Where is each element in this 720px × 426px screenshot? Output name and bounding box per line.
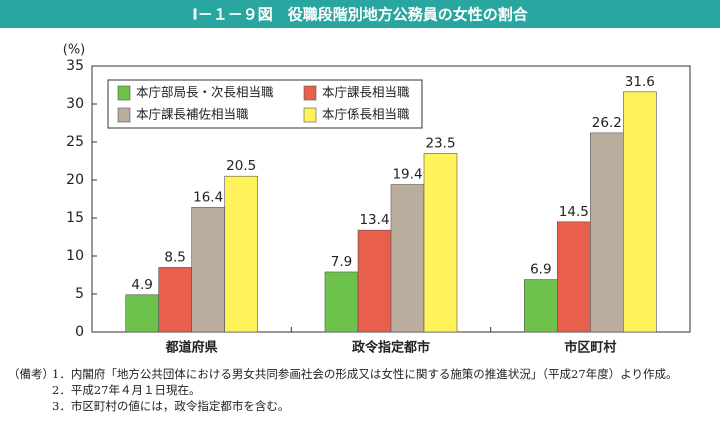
value-label: 4.9 <box>131 277 152 293</box>
notes: （備考） 1．内閣府「地方公共団体における男女共同参画社会の形成又は女性に関する… <box>8 366 714 414</box>
y-tick-label: 20 <box>66 172 84 188</box>
value-label: 7.9 <box>331 254 352 270</box>
y-axis-label: (%) <box>63 43 86 58</box>
legend-label: 本庁係長相当職 <box>322 107 410 122</box>
value-label: 14.5 <box>559 204 589 220</box>
y-tick-label: 30 <box>66 96 84 112</box>
note: 3．市区町村の値には，政令指定都市を含む。 <box>52 399 290 413</box>
bar <box>357 229 392 333</box>
value-label: 31.6 <box>625 74 655 90</box>
legend-label: 本庁課長補佐相当職 <box>136 107 249 122</box>
bar <box>623 91 657 333</box>
notes-heading: （備考） <box>8 367 54 381</box>
value-label: 6.9 <box>530 262 551 278</box>
note: 2．平成27年４月１日現在。 <box>52 383 201 397</box>
bar <box>125 294 159 333</box>
y-tick-label: 25 <box>66 134 84 150</box>
legend-swatch <box>117 85 131 101</box>
legend-box <box>107 79 423 129</box>
chart-title: Ⅰ－１－９図 役職段階別地方公務員の女性の割合 <box>192 6 529 24</box>
value-label: 13.4 <box>359 212 389 228</box>
bar <box>158 267 192 333</box>
y-tick-label: 35 <box>66 58 84 74</box>
title-banner <box>0 0 720 28</box>
value-label: 26.2 <box>592 115 622 131</box>
bar <box>224 175 258 333</box>
y-tick-label: 5 <box>75 286 84 302</box>
value-label: 16.4 <box>193 189 223 205</box>
legend-label: 本庁課長相当職 <box>322 85 410 100</box>
x-tick-label: 市区町村 <box>564 340 616 356</box>
note: 1．内閣府「地方公共団体における男女共同参画社会の形成又は女性に関する施策の推進… <box>52 367 678 381</box>
y-tick-label: 10 <box>66 248 84 264</box>
bar <box>524 279 558 333</box>
legend-label: 本庁部局長・次長相当職 <box>136 85 274 100</box>
value-label: 20.5 <box>226 158 256 174</box>
legend-swatch <box>303 107 317 123</box>
bar <box>423 153 458 333</box>
legend-swatch <box>303 85 317 101</box>
bar <box>390 184 425 333</box>
x-tick-label: 都道府県 <box>165 340 218 356</box>
y-tick-label: 15 <box>66 210 84 226</box>
bar <box>590 132 624 333</box>
y-tick-label: 0 <box>75 324 84 340</box>
x-tick-label: 政令指定都市 <box>352 340 430 356</box>
legend-swatch <box>117 107 131 123</box>
bar <box>324 271 359 333</box>
value-label: 8.5 <box>164 249 185 265</box>
bar <box>557 221 591 333</box>
chart: Ⅰ－１－９図 役職段階別地方公務員の女性の割合 (%) 0 5 10 15 20 25 30… <box>0 0 720 356</box>
bar <box>191 207 225 333</box>
value-label: 23.5 <box>425 135 455 151</box>
notes-body: 1．内閣府「地方公共団体における男女共同参画社会の形成又は女性に関する施策の推進… <box>52 366 714 414</box>
value-label: 19.4 <box>392 167 422 183</box>
